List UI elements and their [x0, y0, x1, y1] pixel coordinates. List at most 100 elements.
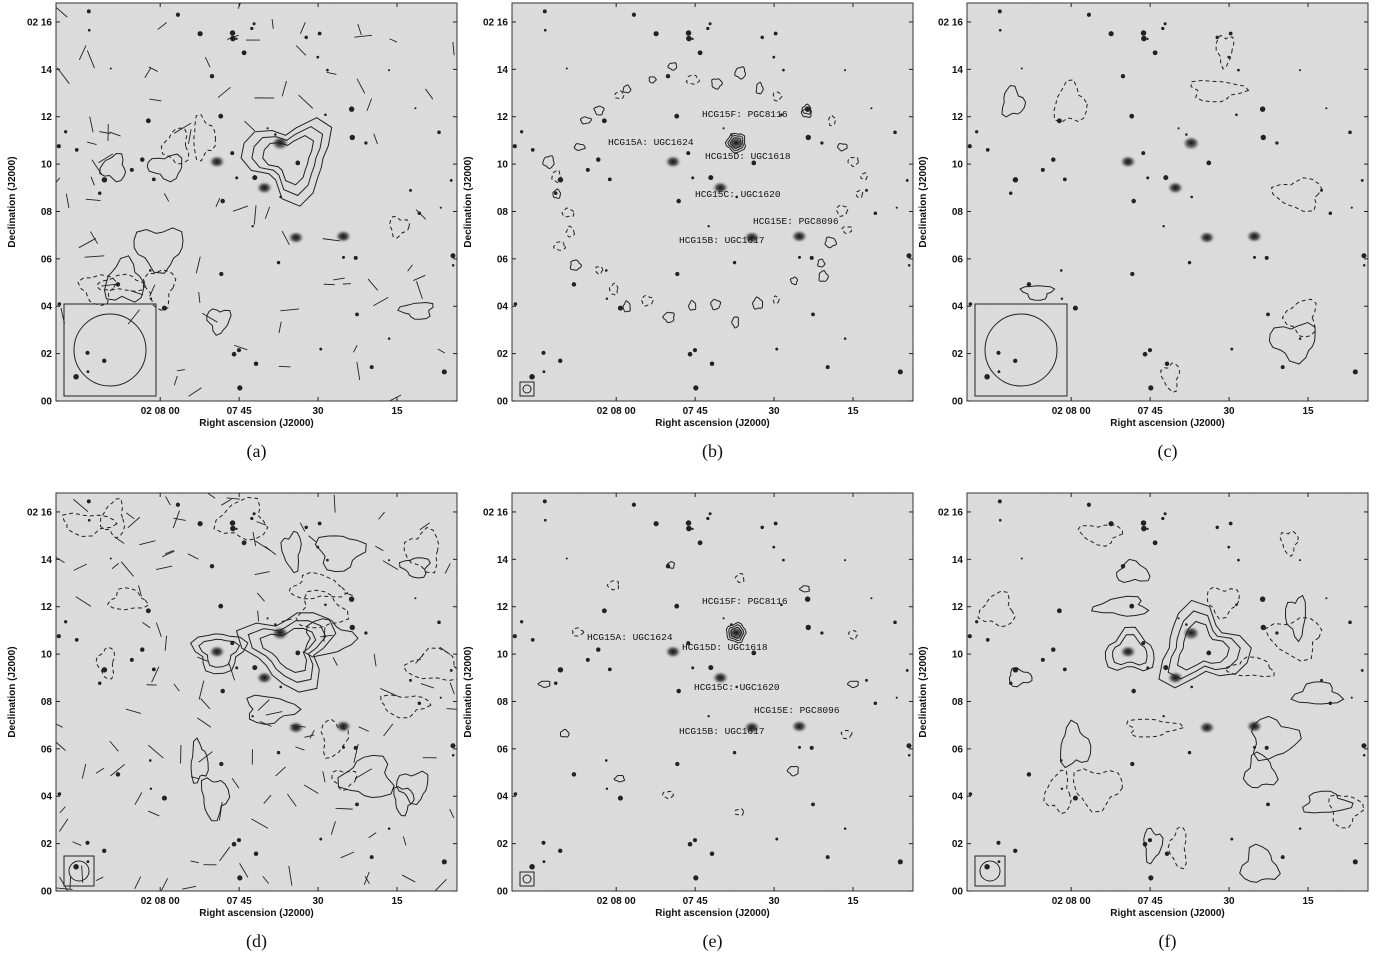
polarization-vector — [333, 494, 336, 513]
polarization-vector — [130, 290, 144, 296]
star — [1227, 55, 1231, 59]
star — [997, 370, 1001, 374]
polarization-vector — [81, 763, 87, 779]
star — [1152, 50, 1158, 56]
star — [686, 151, 691, 156]
panel-b: 02 16 14 12 10 08 06 04 02 00 02 08 00 07 45 30 15 Ri… — [463, 2, 914, 462]
negative-contour — [1215, 34, 1235, 70]
polarization-vector — [415, 209, 427, 220]
star — [984, 864, 990, 870]
negative-contour — [847, 156, 859, 168]
positive-contour — [710, 298, 722, 311]
negative-contour — [160, 127, 190, 165]
dec-tick-label: 00 — [41, 397, 53, 408]
negative-contour — [734, 807, 745, 817]
star — [967, 634, 972, 639]
star — [805, 134, 811, 141]
dec-tick-label: 14 — [497, 65, 509, 76]
positive-contour — [247, 620, 327, 683]
star — [686, 641, 691, 646]
star — [250, 516, 254, 521]
positive-contour — [801, 103, 812, 115]
star — [820, 141, 824, 145]
star — [558, 358, 563, 363]
polarization-vector — [402, 836, 407, 846]
star — [895, 696, 898, 699]
negative-contour — [96, 273, 146, 292]
star — [697, 540, 703, 546]
dec-tick-label: 10 — [41, 650, 53, 661]
polarization-vector — [308, 535, 317, 543]
polarization-vector — [59, 806, 66, 814]
star — [1086, 502, 1091, 507]
polarization-vector — [254, 571, 270, 575]
galaxy-hcg15f — [271, 625, 290, 640]
star — [1206, 160, 1212, 166]
polarization-vector — [340, 851, 355, 859]
positive-contour — [1268, 321, 1316, 365]
star — [686, 525, 692, 532]
star — [604, 269, 608, 272]
star — [1020, 67, 1023, 70]
dec-tick-label: 06 — [952, 254, 964, 265]
star — [1141, 151, 1146, 156]
dec-tick-label: 02 16 — [27, 507, 52, 518]
dec-tick-label: 10 — [952, 650, 964, 661]
star — [230, 525, 236, 532]
star — [1185, 623, 1188, 626]
star — [148, 269, 152, 272]
polarization-vector — [239, 863, 249, 878]
polarization-vector — [407, 264, 413, 272]
star — [1162, 224, 1165, 228]
polarization-vector — [188, 387, 202, 397]
polarization-vector — [164, 550, 174, 555]
image-noise — [967, 493, 1368, 891]
polarization-vector — [127, 516, 141, 529]
star — [1059, 269, 1063, 272]
ra-tick-label: 30 — [313, 406, 325, 417]
polarization-vector — [333, 277, 345, 281]
star — [85, 840, 90, 845]
dec-tick-label: 02 — [41, 839, 53, 850]
star — [235, 37, 238, 40]
positive-contour — [798, 585, 811, 593]
beam-ellipse — [68, 860, 90, 882]
star — [253, 851, 259, 856]
star — [1120, 74, 1126, 79]
star — [513, 792, 518, 796]
star — [1228, 521, 1233, 526]
ra-tick-label: 07 45 — [227, 406, 252, 417]
star — [129, 167, 134, 172]
positive-contour — [622, 84, 632, 94]
dec-tick-label: 12 — [41, 602, 53, 613]
polarization-vector — [73, 563, 87, 571]
dec-tick-label: 12 — [497, 112, 509, 123]
galaxy-label: HCG15F: PGC8116 — [702, 596, 788, 607]
negative-contour — [614, 90, 625, 100]
polarization-vector — [72, 841, 82, 846]
star — [997, 9, 1002, 14]
image-noise — [967, 3, 1368, 401]
star — [708, 175, 714, 181]
dec-tick-label: 10 — [952, 160, 964, 171]
dec-tick-label: 04 — [41, 302, 53, 313]
polarization-vector — [91, 159, 103, 175]
star — [74, 638, 79, 642]
polarization-vector — [322, 771, 326, 783]
star — [773, 31, 778, 36]
star — [417, 701, 422, 705]
star — [235, 666, 239, 670]
star — [319, 837, 323, 841]
star — [691, 527, 694, 530]
star — [295, 160, 301, 166]
positive-contour — [303, 618, 359, 658]
polarization-vector — [173, 122, 192, 134]
star — [349, 624, 355, 631]
positive-contour — [337, 754, 395, 799]
star — [553, 191, 558, 196]
polarization-vector — [151, 666, 160, 683]
star — [967, 144, 972, 149]
star — [251, 714, 254, 718]
star — [218, 603, 224, 609]
star — [250, 26, 254, 31]
